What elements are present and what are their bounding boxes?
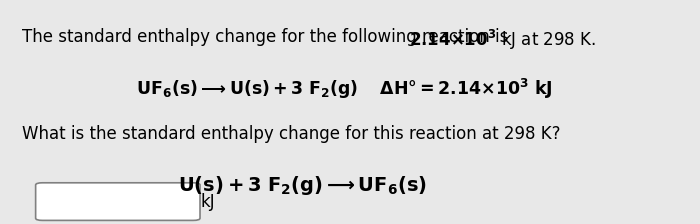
Text: $\mathbf{2.14{\times}10^3}$ kJ at 298 K.: $\mathbf{2.14{\times}10^3}$ kJ at 298 K. (409, 28, 596, 52)
Text: $\mathbf{UF_6(s) \longrightarrow U(s) + 3\ F_2(g)}$    $\mathbf{\Delta H° = 2.14: $\mathbf{UF_6(s) \longrightarrow U(s) + … (136, 77, 552, 101)
FancyBboxPatch shape (36, 183, 200, 220)
Text: kJ: kJ (200, 193, 215, 211)
Text: What is the standard enthalpy change for this reaction at 298 K?: What is the standard enthalpy change for… (22, 125, 561, 143)
Text: The standard enthalpy change for the following reaction is: The standard enthalpy change for the fol… (22, 28, 514, 46)
Text: $\mathbf{U(s) + 3\ F_2(g) \longrightarrow UF_6(s)}$: $\mathbf{U(s) + 3\ F_2(g) \longrightarro… (178, 174, 427, 197)
